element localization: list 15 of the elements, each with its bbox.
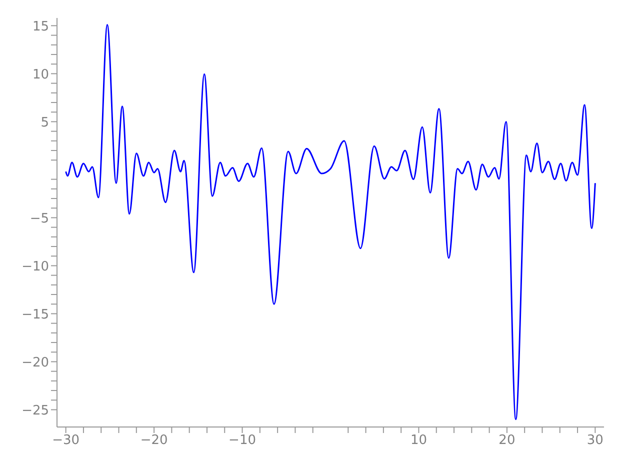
x-tick-label: −30	[52, 433, 80, 448]
x-tick-label: 10	[410, 433, 427, 448]
y-tick-label: 10	[32, 67, 49, 82]
y-tick-label: 15	[32, 19, 49, 34]
x-tick-label: 20	[498, 433, 516, 448]
y-tick-label: −20	[22, 355, 49, 370]
y-tick-label: −25	[22, 403, 49, 418]
y-tick-label: −10	[22, 259, 49, 274]
x-tick-label: 30	[586, 433, 604, 448]
line-series	[65, 24, 596, 420]
y-tick-label: −15	[22, 307, 49, 322]
y-tick-label: −5	[30, 211, 49, 226]
x-tick-label: −20	[140, 433, 168, 448]
x-tick-label: −10	[228, 433, 256, 448]
y-tick-label: 5	[40, 115, 49, 130]
